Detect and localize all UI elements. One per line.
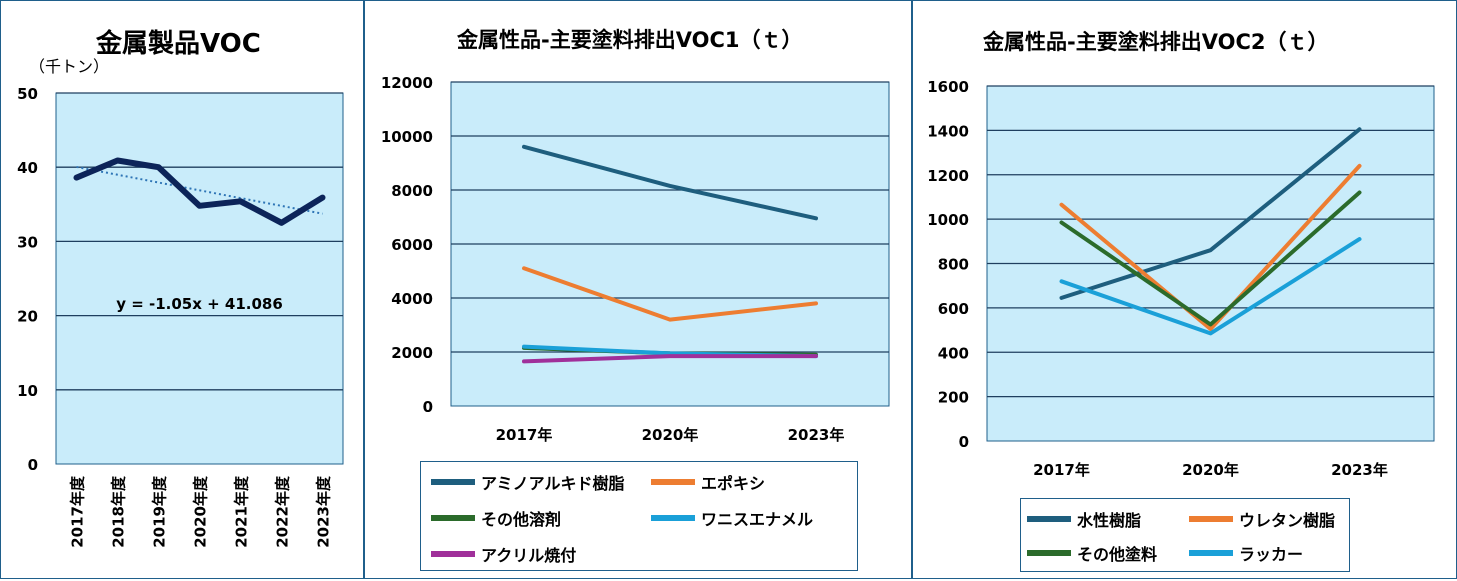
chart-title: 金属製品VOC: [96, 29, 261, 59]
chart-svg-paint-voc-1: 0 2000 4000 6000 8000 10000 12000 2017年 2020年 202…: [381, 74, 890, 444]
x-tick-label: 2021年度: [233, 475, 251, 548]
legend-label: ワニスエナメル: [701, 510, 814, 529]
chart-title: 金属性品-主要塗料排出VOC1（ｔ）: [457, 28, 803, 52]
chart-panel-paint-voc-2: 金属性品-主要塗料排出VOC2（ｔ） 0 200 400 600 800 1000 1200…: [912, 0, 1457, 579]
chart-panel-metal-products-voc: 金属製品VOC （千トン） 0 10 20 30 40 50 2017年度 2018年度 201…: [0, 0, 364, 579]
y-tick-label: 20: [17, 308, 38, 326]
y-tick-label: 1000: [927, 211, 969, 229]
y-tick-label: 8000: [391, 182, 433, 200]
legend-item: 水性樹脂: [1027, 507, 1141, 531]
legend-label: エポキシ: [701, 474, 766, 493]
series-line-3: [1059, 190, 1362, 327]
x-tick-label: 2023年度: [315, 475, 333, 548]
x-tick-label: 2017年: [1033, 461, 1090, 479]
chart-svg-paint-voc-2: 0 200 400 600 800 1000 1200 1400 1600 2017年 2020年 2…: [927, 78, 1435, 479]
y-axis-unit-label: （千トン）: [29, 57, 110, 76]
legend-label: ラッカー: [1239, 545, 1304, 564]
y-tick-label: 0: [28, 456, 38, 474]
chart-legend: アミノアルキド樹脂 エポキシその他溶剤 ワニスエナメルアクリル焼付: [420, 461, 858, 571]
legend-label: アミノアルキド樹脂: [481, 474, 625, 493]
chart-title: 金属性品-主要塗料排出VOC2（ｔ）: [983, 30, 1329, 54]
y-tick-label: 1200: [927, 167, 969, 185]
series-line-4: [1059, 237, 1362, 336]
x-tick-label: 2023年: [1331, 461, 1388, 479]
series-line-2: [522, 266, 818, 322]
legend-item: アミノアルキド樹脂: [431, 470, 625, 494]
y-tick-label: 2000: [391, 344, 433, 362]
y-tick-label: 1600: [927, 78, 969, 96]
x-tick-label: 2020年: [1182, 461, 1239, 479]
x-tick-label: 2020年度: [192, 475, 210, 548]
x-tick-label: 2022年度: [274, 475, 292, 548]
trendline-equation: y = -1.05x + 41.086: [116, 295, 283, 313]
legend-item: アクリル焼付: [431, 542, 576, 566]
chart-panel-paint-voc-1: 金属性品-主要塗料排出VOC1（ｔ） 0 2000 4000 6000 8000 1000…: [364, 0, 912, 579]
x-tick-label: 2018年度: [110, 475, 128, 548]
y-tick-label: 12000: [381, 74, 433, 92]
y-tick-label: 0: [423, 398, 433, 416]
legend-item: その他溶剤: [431, 506, 561, 530]
series-line-1: [1059, 127, 1362, 300]
legend-swatch: [651, 515, 695, 521]
legend-item: ワニスエナメル: [651, 506, 813, 530]
legend-swatch: [1189, 550, 1233, 556]
legend-item: ウレタン樹脂: [1189, 507, 1335, 531]
legend-label: ウレタン樹脂: [1239, 511, 1336, 530]
y-tick-label: 400: [938, 344, 969, 362]
y-tick-label: 10: [17, 382, 38, 400]
legend-swatch: [431, 479, 475, 485]
x-tick-label: 2020年: [642, 426, 699, 444]
legend-label: その他溶剤: [481, 510, 562, 529]
y-tick-label: 6000: [391, 236, 433, 254]
plot-area: [55, 92, 344, 465]
y-tick-label: 40: [17, 159, 38, 177]
legend-swatch: [431, 515, 475, 521]
y-tick-label: 0: [959, 433, 969, 451]
x-tick-label: 2017年度: [69, 475, 87, 548]
chart-svg-voc-total: 0 10 20 30 40 50 2017年度 2018年度 2019年度 2020年度 2021年…: [17, 85, 344, 548]
x-tick-label: 2017年: [496, 426, 553, 444]
trendline: [76, 165, 323, 215]
legend-swatch: [1027, 516, 1071, 522]
series-line-5: [522, 354, 818, 364]
legend-item: エポキシ: [651, 470, 765, 494]
y-tick-label: 600: [938, 300, 969, 318]
legend-label: 水性樹脂: [1077, 511, 1142, 530]
legend-item: その他塗料: [1027, 541, 1157, 565]
x-tick-label: 2019年度: [151, 475, 169, 548]
legend-swatch: [1027, 550, 1071, 556]
legend-item: ラッカー: [1189, 541, 1303, 565]
y-tick-label: 30: [17, 233, 38, 251]
series-line-2: [1059, 163, 1362, 331]
legend-swatch: [1189, 516, 1233, 522]
y-tick-label: 200: [938, 389, 969, 407]
legend-swatch: [651, 479, 695, 485]
legend-label: アクリル焼付: [481, 546, 577, 565]
y-tick-label: 1400: [927, 122, 969, 140]
legend-label: その他塗料: [1077, 545, 1158, 564]
chart-legend: 水性樹脂 ウレタン樹脂その他塗料 ラッカー: [1020, 498, 1350, 572]
series-line-1: [522, 144, 818, 221]
series-line-1: [73, 157, 326, 226]
y-tick-label: 4000: [391, 290, 433, 308]
y-tick-label: 800: [938, 256, 969, 274]
y-tick-label: 50: [17, 85, 38, 103]
y-tick-label: 10000: [381, 128, 433, 146]
x-tick-label: 2023年: [788, 426, 845, 444]
legend-swatch: [431, 551, 475, 557]
